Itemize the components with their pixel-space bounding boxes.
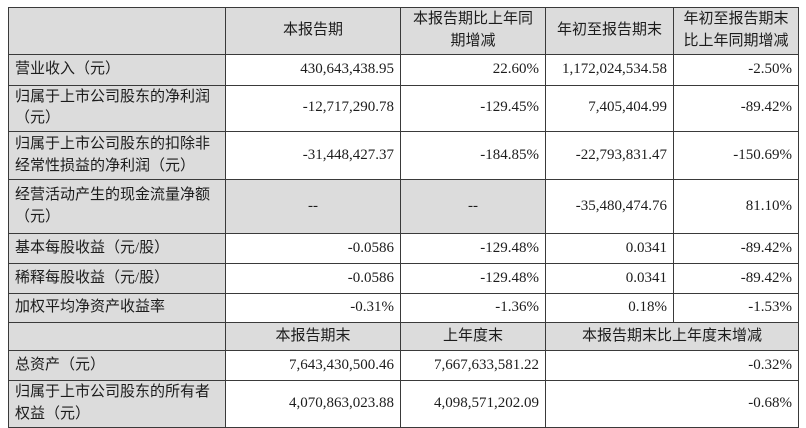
col-header-yoy-change-period: 本报告期比上年同期增减 bbox=[400, 7, 546, 55]
corner-cell bbox=[8, 322, 226, 351]
metric-row-diluted-eps: 稀释每股收益（元/股） -0.0586 -129.48% 0.0341 -89.… bbox=[8, 263, 799, 294]
metric-value: -2.50% bbox=[673, 53, 799, 86]
metric-value: -- bbox=[400, 179, 546, 234]
metric-value: 0.0341 bbox=[545, 233, 674, 264]
metric-row-total-assets: 总资产（元） 7,643,430,500.46 7,667,633,581.22… bbox=[8, 350, 799, 381]
metric-value: -1.53% bbox=[673, 293, 799, 323]
metric-value: -0.32% bbox=[545, 350, 799, 381]
col-header-current-period: 本报告期 bbox=[225, 7, 401, 55]
metric-label: 经营活动产生的现金流量净额（元） bbox=[8, 179, 226, 234]
metric-value: 430,643,438.95 bbox=[225, 53, 401, 86]
corner-cell bbox=[8, 7, 226, 55]
header-row-period: 本报告期 本报告期比上年同期增减 年初至报告期末 年初至报告期末比上年同期增减 bbox=[8, 7, 799, 55]
col-header-end-of-period: 本报告期末 bbox=[225, 322, 401, 351]
metric-value: 4,098,571,202.09 bbox=[400, 380, 546, 428]
metric-value: -12,717,290.78 bbox=[225, 84, 401, 132]
metric-value: 0.0341 bbox=[545, 263, 674, 294]
metric-value: 22.60% bbox=[400, 53, 546, 86]
metric-value: -0.0586 bbox=[225, 233, 401, 264]
metric-value: -22,793,831.47 bbox=[545, 131, 674, 180]
metric-value: 4,070,863,023.88 bbox=[225, 380, 401, 428]
metric-value: 81.10% bbox=[673, 179, 799, 234]
metric-row-operating-cash-flow: 经营活动产生的现金流量净额（元） -- -- -35,480,474.76 81… bbox=[8, 179, 799, 234]
header-row-period-end: 本报告期末 上年度末 本报告期末比上年度末增减 bbox=[8, 322, 799, 351]
metric-value: -89.42% bbox=[673, 263, 799, 294]
metric-value: -1.36% bbox=[400, 293, 546, 323]
quarterly-report-key-metrics: 本报告期 本报告期比上年同期增减 年初至报告期末 年初至报告期末比上年同期增减 … bbox=[8, 7, 799, 428]
metric-value: -- bbox=[225, 179, 401, 234]
metric-label: 基本每股收益（元/股） bbox=[8, 233, 226, 264]
metric-row-shareholders-equity: 归属于上市公司股东的所有者权益（元） 4,070,863,023.88 4,09… bbox=[8, 380, 799, 428]
col-header-change-vs-last-year-end: 本报告期末比上年度末增减 bbox=[545, 322, 799, 351]
metric-value: 7,405,404.99 bbox=[545, 84, 674, 132]
col-header-year-to-date: 年初至报告期末 bbox=[545, 7, 674, 55]
metric-value: 0.18% bbox=[545, 293, 674, 323]
metric-label: 总资产（元） bbox=[8, 350, 226, 381]
metric-row-revenue: 营业收入（元） 430,643,438.95 22.60% 1,172,024,… bbox=[8, 53, 799, 86]
metric-label: 稀释每股收益（元/股） bbox=[8, 263, 226, 294]
metric-value: -150.69% bbox=[673, 131, 799, 180]
metric-row-net-profit-excl-nonrecurring: 归属于上市公司股东的扣除非经常性损益的净利润（元） -31,448,427.37… bbox=[8, 131, 799, 180]
metric-value: 7,643,430,500.46 bbox=[225, 350, 401, 381]
metric-row-weighted-avg-roe: 加权平均净资产收益率 -0.31% -1.36% 0.18% -1.53% bbox=[8, 293, 799, 323]
metric-value: -184.85% bbox=[400, 131, 546, 180]
metric-value: -0.31% bbox=[225, 293, 401, 323]
metric-value: -31,448,427.37 bbox=[225, 131, 401, 180]
metric-label: 归属于上市公司股东的净利润（元） bbox=[8, 84, 226, 132]
metric-value: -129.45% bbox=[400, 84, 546, 132]
metric-label: 加权平均净资产收益率 bbox=[8, 293, 226, 323]
metric-value: -0.68% bbox=[545, 380, 799, 428]
metric-value: -129.48% bbox=[400, 263, 546, 294]
metric-row-basic-eps: 基本每股收益（元/股） -0.0586 -129.48% 0.0341 -89.… bbox=[8, 233, 799, 264]
financial-summary-table: 本报告期 本报告期比上年同期增减 年初至报告期末 年初至报告期末比上年同期增减 … bbox=[8, 7, 799, 428]
metric-label: 归属于上市公司股东的扣除非经常性损益的净利润（元） bbox=[8, 131, 226, 180]
metric-label: 归属于上市公司股东的所有者权益（元） bbox=[8, 380, 226, 428]
metric-value: 7,667,633,581.22 bbox=[400, 350, 546, 381]
metric-value: -129.48% bbox=[400, 233, 546, 264]
metric-label: 营业收入（元） bbox=[8, 53, 226, 86]
metric-value: -89.42% bbox=[673, 84, 799, 132]
col-header-yoy-change-ytd: 年初至报告期末比上年同期增减 bbox=[673, 7, 799, 55]
metric-value: -35,480,474.76 bbox=[545, 179, 674, 234]
col-header-end-of-last-year: 上年度末 bbox=[400, 322, 546, 351]
metric-row-net-profit: 归属于上市公司股东的净利润（元） -12,717,290.78 -129.45%… bbox=[8, 84, 799, 132]
metric-value: -89.42% bbox=[673, 233, 799, 264]
metric-value: 1,172,024,534.58 bbox=[545, 53, 674, 86]
metric-value: -0.0586 bbox=[225, 263, 401, 294]
